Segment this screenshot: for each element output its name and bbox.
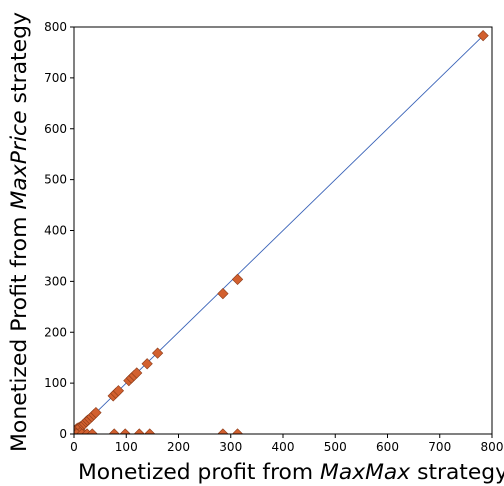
y-tick-label: 0	[59, 427, 67, 441]
y-tick-label: 300	[44, 274, 67, 288]
y-tick-label: 800	[44, 20, 67, 34]
x-axis-label: Monetized profit from MaxMax strategy	[78, 460, 504, 484]
data-point	[131, 367, 143, 379]
x-tick-label: 700	[428, 440, 451, 454]
y-tick-label: 600	[44, 122, 67, 136]
y-tick-label: 400	[44, 224, 67, 238]
x-tick-label: 300	[219, 440, 242, 454]
data-point	[231, 428, 244, 434]
x-tick-label: 200	[167, 440, 190, 454]
data-point	[86, 428, 98, 434]
data-point	[231, 273, 244, 285]
y-tick-label: 200	[44, 325, 67, 339]
y-axis-label: Monetized Profit from MaxPrice strategy	[7, 12, 31, 452]
data-point	[90, 407, 102, 419]
x-tick-label: 500	[324, 440, 347, 454]
data-point	[477, 30, 489, 42]
data-point	[217, 287, 229, 300]
data-point	[108, 428, 120, 434]
data-point	[144, 428, 156, 434]
data-point	[217, 428, 229, 434]
axis-labels: Monetized profit from MaxMax strategy Mon…	[7, 12, 504, 484]
x-tick-label: 600	[376, 440, 399, 454]
identity-reference-line	[74, 35, 484, 434]
data-point	[119, 428, 131, 434]
data-point	[112, 385, 125, 397]
y-tick-label: 700	[44, 71, 67, 85]
x-tick-label: 100	[115, 440, 138, 454]
data-point	[133, 428, 145, 434]
axis-ticks: 0 100 200 300 400 500 600 700 800 0 100 200 300 400 50…	[44, 20, 503, 454]
y-tick-label: 500	[44, 173, 67, 187]
plot-area	[73, 26, 493, 435]
data-point	[151, 347, 164, 359]
data-layer	[74, 30, 489, 434]
y-tick-label: 100	[44, 376, 67, 390]
data-point	[141, 358, 153, 370]
x-tick-label: 400	[272, 440, 295, 454]
x-tick-label: 800	[481, 440, 504, 454]
x-tick-label: 0	[70, 440, 78, 454]
